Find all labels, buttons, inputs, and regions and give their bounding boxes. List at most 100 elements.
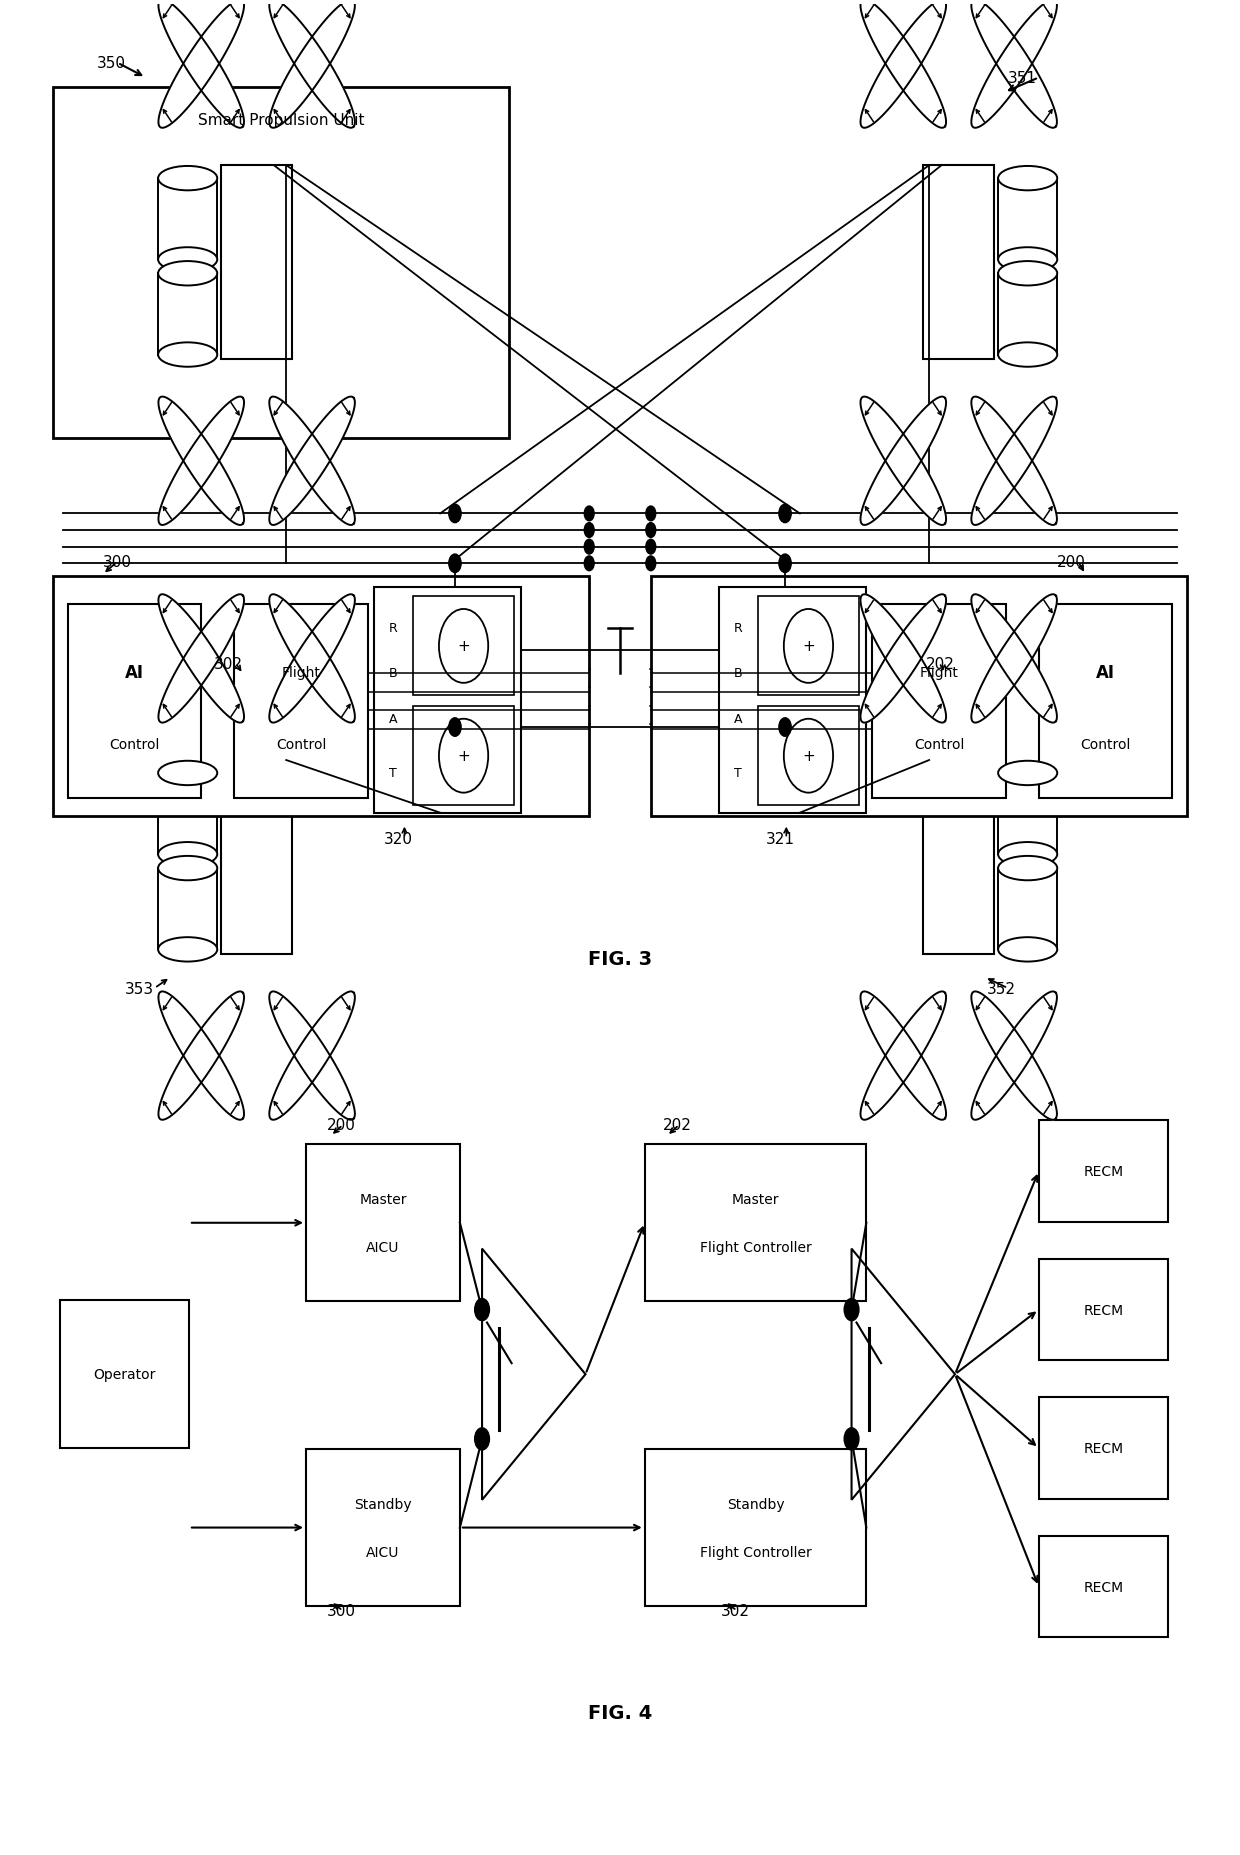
Text: +: + <box>458 640 470 655</box>
Polygon shape <box>861 397 946 525</box>
Text: AI: AI <box>125 664 144 681</box>
Polygon shape <box>269 992 355 1120</box>
FancyBboxPatch shape <box>413 597 515 696</box>
Circle shape <box>844 1298 859 1321</box>
Polygon shape <box>861 595 946 723</box>
Polygon shape <box>159 595 244 723</box>
Polygon shape <box>159 992 244 1120</box>
Polygon shape <box>971 595 1056 723</box>
Polygon shape <box>861 992 946 1120</box>
Circle shape <box>844 1428 859 1451</box>
Text: Flight: Flight <box>920 666 959 679</box>
Polygon shape <box>269 397 355 525</box>
Text: +: + <box>802 749 815 764</box>
Text: B: B <box>734 668 743 681</box>
Text: 300: 300 <box>103 555 131 569</box>
FancyBboxPatch shape <box>53 87 510 438</box>
FancyBboxPatch shape <box>234 605 367 798</box>
FancyBboxPatch shape <box>923 761 994 955</box>
FancyBboxPatch shape <box>718 588 867 812</box>
Polygon shape <box>159 595 244 723</box>
FancyBboxPatch shape <box>373 588 522 812</box>
Polygon shape <box>971 595 1056 723</box>
Circle shape <box>449 505 461 523</box>
Text: FIG. 4: FIG. 4 <box>588 1703 652 1721</box>
Ellipse shape <box>159 842 217 866</box>
Polygon shape <box>269 595 355 723</box>
Polygon shape <box>971 992 1056 1120</box>
Circle shape <box>646 506 656 521</box>
Circle shape <box>779 718 791 736</box>
Circle shape <box>475 1428 490 1451</box>
Text: AICU: AICU <box>366 1545 399 1558</box>
Ellipse shape <box>159 343 217 367</box>
Polygon shape <box>861 595 946 723</box>
FancyBboxPatch shape <box>645 1145 867 1302</box>
Text: 350: 350 <box>97 56 125 70</box>
Polygon shape <box>159 397 244 525</box>
Text: FIG. 3: FIG. 3 <box>588 950 652 968</box>
Polygon shape <box>269 0 355 128</box>
Circle shape <box>584 523 594 538</box>
Text: RECM: RECM <box>1084 1580 1123 1593</box>
Polygon shape <box>971 397 1056 525</box>
Polygon shape <box>159 0 244 128</box>
Text: 202: 202 <box>925 657 955 672</box>
FancyBboxPatch shape <box>60 1300 188 1449</box>
Text: RECM: RECM <box>1084 1165 1123 1178</box>
Ellipse shape <box>159 167 217 191</box>
Circle shape <box>449 555 461 573</box>
Ellipse shape <box>159 937 217 963</box>
Text: A: A <box>734 712 743 725</box>
Circle shape <box>449 718 461 736</box>
Polygon shape <box>971 397 1056 525</box>
Text: AI: AI <box>1096 664 1115 681</box>
Text: R: R <box>389 621 398 634</box>
Text: Flight: Flight <box>281 666 320 679</box>
Ellipse shape <box>998 167 1058 191</box>
Circle shape <box>646 540 656 555</box>
Text: 202: 202 <box>663 1119 692 1133</box>
FancyBboxPatch shape <box>221 761 293 955</box>
Text: 200: 200 <box>1058 555 1086 569</box>
Polygon shape <box>861 0 946 128</box>
Text: Standby: Standby <box>355 1497 412 1510</box>
FancyBboxPatch shape <box>221 167 293 360</box>
Ellipse shape <box>998 343 1058 367</box>
Text: Standby: Standby <box>727 1497 784 1510</box>
Text: Smart Propulsion Unit: Smart Propulsion Unit <box>198 113 365 128</box>
Ellipse shape <box>998 937 1058 963</box>
Text: RECM: RECM <box>1084 1441 1123 1456</box>
Circle shape <box>584 540 594 555</box>
Circle shape <box>779 505 791 523</box>
Text: Flight Controller: Flight Controller <box>699 1241 811 1254</box>
Text: Flight Controller: Flight Controller <box>699 1545 811 1558</box>
Text: 300: 300 <box>327 1603 356 1618</box>
Polygon shape <box>971 0 1056 128</box>
Circle shape <box>584 506 594 521</box>
Text: RECM: RECM <box>1084 1302 1123 1317</box>
Polygon shape <box>159 992 244 1120</box>
Text: 351: 351 <box>1008 70 1037 85</box>
Ellipse shape <box>159 262 217 286</box>
Polygon shape <box>861 397 946 525</box>
Text: 353: 353 <box>125 981 154 996</box>
Text: 302: 302 <box>720 1603 750 1618</box>
Circle shape <box>646 523 656 538</box>
Ellipse shape <box>998 761 1058 787</box>
Circle shape <box>779 555 791 573</box>
FancyBboxPatch shape <box>645 1449 867 1606</box>
Text: B: B <box>389 668 398 681</box>
Text: +: + <box>802 640 815 655</box>
Text: AICU: AICU <box>366 1241 399 1254</box>
Polygon shape <box>861 0 946 128</box>
FancyBboxPatch shape <box>413 707 515 805</box>
Polygon shape <box>971 992 1056 1120</box>
Text: Control: Control <box>275 736 326 751</box>
Text: 352: 352 <box>987 981 1016 996</box>
Ellipse shape <box>998 249 1058 273</box>
Text: T: T <box>389 766 397 779</box>
Ellipse shape <box>998 262 1058 286</box>
Ellipse shape <box>159 761 217 787</box>
FancyBboxPatch shape <box>1039 1397 1168 1499</box>
